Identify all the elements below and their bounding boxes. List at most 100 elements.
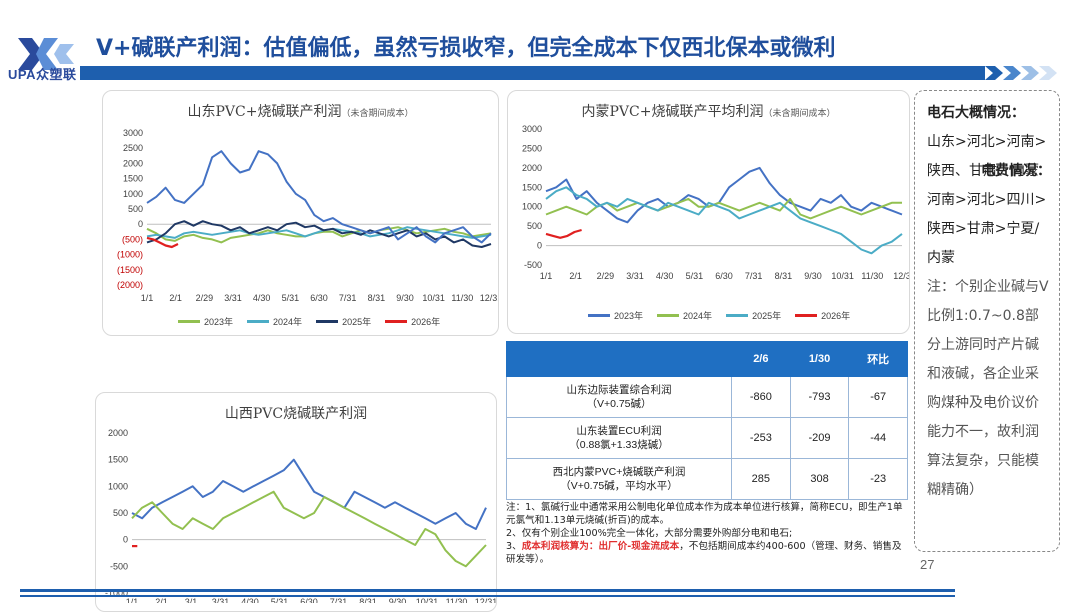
legend-item: 2024年 — [247, 315, 302, 328]
footer-bar — [20, 589, 955, 592]
y-tick-label: 2500 — [123, 143, 143, 153]
row-label-line: （V+0.75碱） — [586, 398, 652, 410]
series-line — [545, 186, 903, 255]
x-tick-label: 10/31 — [422, 293, 445, 303]
x-tick-label: 11/30 — [446, 597, 468, 603]
x-tick-label: 2/1 — [155, 597, 168, 603]
y-tick-label: 1000 — [108, 481, 128, 491]
series-line — [545, 166, 903, 224]
x-tick-label: 3/31 — [224, 293, 242, 303]
x-tick-label: 5/31 — [271, 597, 289, 603]
logo-text: UPA众塑联 — [8, 67, 77, 82]
y-tick-label: 3000 — [123, 128, 143, 138]
legend-label: 2024年 — [273, 317, 303, 327]
chevron-decoration-icon — [985, 66, 1057, 80]
x-tick-label: 1/1 — [126, 597, 139, 603]
neimeng-chart-subtitle: （未含期间成本） — [763, 109, 836, 119]
note-3-highlight: 成本利润核算为：出厂价-现金流成本 — [521, 541, 680, 552]
shandong-profit-chart: 3000 2500 2000 1500 1000 500 0 (500) (1000) (1500… — [117, 128, 498, 303]
legend-label: 2023年 — [204, 317, 234, 327]
x-tick-label: 5/31 — [282, 293, 300, 303]
x-tick-label: 3/31 — [626, 271, 644, 281]
table-row: 西北内蒙PVC+烧碱联产利润 （V+0.75碱，平均水平） 285 308 -23 — [506, 458, 908, 500]
note-1: 注：1、氯碱行业中通常采用公制电化单位成本作为成本单位进行核算，简称ECU，即生… — [506, 502, 903, 526]
change-cell: -44 — [848, 417, 908, 459]
legend-item: 2023年 — [588, 309, 643, 322]
table-header-cell: 2/6 — [731, 341, 791, 377]
table-row: 山东边际装置综合利润 （V+0.75碱） -860 -793 -67 — [506, 376, 908, 418]
x-tick-label: 10/31 — [416, 597, 439, 603]
x-tick-label: 1/1 — [141, 293, 154, 303]
change-cell: -67 — [848, 376, 908, 418]
row-label-line: 山东装置ECU利润 — [576, 425, 662, 437]
y-tick-label: 1000 — [123, 189, 143, 199]
series-line — [146, 226, 492, 244]
x-tick-label: 9/30 — [396, 293, 414, 303]
y-tick-label: (1000) — [117, 250, 143, 260]
legend-item: 2026年 — [795, 309, 850, 322]
series-line — [131, 490, 487, 568]
y-tick-label: 500 — [128, 204, 143, 214]
x-tick-label: 9/30 — [804, 271, 822, 281]
y-tick-label: (500) — [122, 234, 143, 244]
series-line — [545, 228, 582, 239]
note-2: 2、仅有个别企业100%完全一体化，大部分需要外购部分电和电石; — [506, 528, 793, 539]
y-tick-label: 0 — [123, 535, 128, 545]
legend-label: 2025年 — [752, 311, 782, 321]
legend-item: 2025年 — [316, 315, 371, 328]
note-3: 3、成本利润核算为：出厂价-现金流成本，不包括期间成本约400-600（管理、财… — [506, 540, 910, 566]
y-tick-label: 2000 — [522, 163, 542, 173]
series-line — [146, 236, 179, 249]
y-tick-label: -500 — [110, 561, 128, 571]
x-tick-label: 9/30 — [389, 597, 407, 603]
row-label-line: 西北内蒙PVC+烧碱联产利润 — [552, 466, 686, 478]
legend-label: 2024年 — [683, 311, 713, 321]
x-tick-label: 7/31 — [745, 271, 763, 281]
value-cell: -209 — [789, 417, 850, 459]
footer-bar — [20, 595, 955, 597]
x-tick-label: 1/1 — [540, 271, 553, 281]
x-tick-label: 3/1 — [185, 597, 198, 603]
legend-item: 2023年 — [178, 315, 233, 328]
chart-title: 内蒙PVC+烧碱联产平均利润（未含期间成本） — [508, 101, 909, 121]
page-number: 27 — [920, 557, 935, 572]
shandong-chart-panel: 山东PVC+烧碱联产利润（未含期间成本） 3000 2500 2000 1500 100… — [102, 90, 499, 336]
change-cell: -23 — [848, 458, 908, 500]
company-logo — [18, 38, 74, 70]
table-header-cell: 1/30 — [789, 341, 850, 377]
y-tick-label: 0 — [537, 241, 542, 251]
neimeng-chart-title: 内蒙PVC+烧碱联产平均利润 — [581, 104, 764, 120]
x-tick-label: 6/30 — [300, 597, 318, 603]
y-tick-label: 2000 — [123, 158, 143, 168]
y-tick-label: 1000 — [522, 202, 542, 212]
value-cell: 308 — [789, 458, 850, 500]
x-tick-label: 7/31 — [339, 293, 357, 303]
x-tick-label: 12/3 — [893, 271, 909, 281]
x-tick-label: 12/31 — [475, 597, 496, 603]
legend-label: 2026年 — [411, 317, 441, 327]
y-tick-label: 2000 — [108, 428, 128, 438]
row-label: 西北内蒙PVC+烧碱联产利润 （V+0.75碱，平均水平） — [506, 458, 732, 500]
value-cell: -860 — [731, 376, 791, 418]
row-label: 山东装置ECU利润 （0.88氯+1.33烧碱） — [506, 417, 732, 459]
footnotes: 注：1、氯碱行业中通常采用公制电化单位成本作为成本单位进行核算，简称ECU，即生… — [506, 501, 910, 566]
shanxi-chart-title: 山西PVC烧碱联产利润 — [224, 406, 368, 422]
series-line — [146, 150, 492, 244]
chart-title: 山西PVC烧碱联产利润 — [96, 403, 496, 423]
y-tick-label: 500 — [527, 221, 542, 231]
x-tick-label: 2/29 — [196, 293, 214, 303]
sidebar-text: 山东>河北>河南>陕西、甘肃、内蒙 — [927, 134, 1047, 179]
chart-title: 山东PVC+烧碱联产利润（未含期间成本） — [103, 101, 498, 121]
row-label-line: 山东边际装置综合利润 — [566, 384, 672, 396]
table-header-cell — [506, 341, 732, 377]
table-header-row: 2/6 1/30 环比 — [506, 341, 908, 377]
x-tick-label: 3/31 — [212, 597, 230, 603]
legend-item: 2024年 — [657, 309, 712, 322]
y-tick-label: 1500 — [123, 174, 143, 184]
value-cell: 285 — [731, 458, 791, 500]
x-tick-label: 2/1 — [169, 293, 182, 303]
sidebar-heading: 电石大概情况： — [927, 105, 1025, 121]
y-tick-label: 1500 — [522, 182, 542, 192]
x-tick-label: 6/30 — [715, 271, 733, 281]
